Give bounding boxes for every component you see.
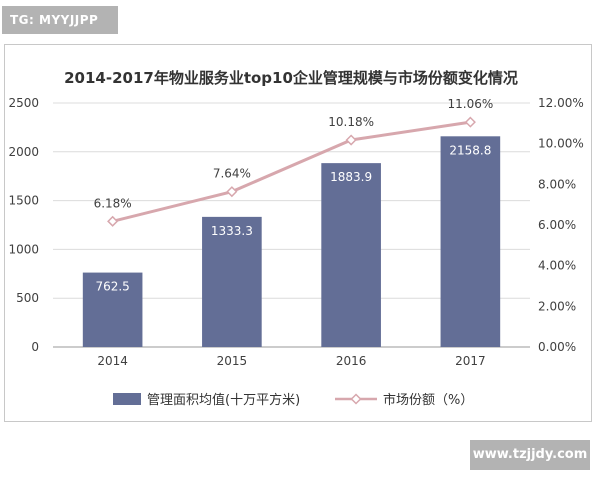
bar-value-label: 1333.3 [211, 224, 253, 238]
site-badge: www.tzjjdy.com [470, 440, 590, 470]
chart-frame: 762.5 1333.3 1883.9 2158.8 6.18% 7.64% 10.18% 1… [4, 44, 592, 422]
combo-chart: 762.5 1333.3 1883.9 2158.8 6.18% 7.64% 10.18% 1… [8, 69, 583, 408]
bar-value-label: 762.5 [95, 280, 129, 294]
bar-value-label: 1883.9 [330, 170, 372, 184]
y-left-tick-label: 500 [16, 291, 39, 305]
y-right-tick-label: 0.00% [538, 340, 576, 354]
line-marker [226, 186, 238, 198]
x-tick-label: 2015 [217, 354, 248, 368]
market-share-line [112, 120, 471, 223]
line-value-label: 10.18% [328, 115, 374, 129]
y-right-tick-label: 4.00% [538, 259, 576, 273]
chart-title: 2014-2017年物业服务业top10企业管理规模与市场份额变化情况 [64, 69, 518, 87]
y-left-tick-label: 0 [31, 340, 39, 354]
bar-2014 [82, 272, 143, 347]
y-left-tick-label: 1500 [8, 194, 39, 208]
legend-swatch-marker [350, 393, 362, 405]
bar-value-label: 2158.8 [449, 143, 491, 157]
x-tick-label: 2016 [336, 354, 367, 368]
y-right-tick-label: 2.00% [538, 299, 576, 313]
line-marker [107, 215, 119, 227]
watermark-tag: TG: MYYJJPP [2, 6, 118, 34]
legend-label-bar: 管理面积均值(十万平方米) [147, 392, 300, 408]
y-right-tick-label: 10.00% [538, 137, 584, 151]
x-tick-label: 2017 [455, 354, 486, 368]
line-value-label: 6.18% [94, 196, 132, 210]
legend-swatch-bar [113, 393, 141, 405]
y-right-tick-label: 12.00% [538, 96, 584, 110]
bar-2017 [440, 136, 501, 347]
y-left-tick-label: 2000 [8, 145, 39, 159]
bar-2016 [321, 163, 381, 347]
data-labels: 762.5 1333.3 1883.9 2158.8 6.18% 7.64% 10.18% 1… [94, 97, 494, 293]
bar-series [82, 136, 501, 347]
line-marker [464, 116, 476, 128]
line-value-label: 7.64% [213, 167, 251, 181]
bar-2015 [202, 216, 262, 347]
line-series [107, 116, 476, 227]
line-value-label: 11.06% [447, 97, 493, 111]
x-tick-label: 2014 [97, 354, 128, 368]
y-right-tick-label: 6.00% [538, 218, 576, 232]
y-right-tick-label: 8.00% [538, 177, 576, 191]
axes: 0 500 1000 1500 2000 2500 0.00% 2.00% 4.00% 6.00%… [8, 96, 583, 368]
legend-label-line: 市场份额（%） [383, 392, 473, 408]
legend: 管理面积均值(十万平方米) 市场份额（%） [113, 392, 473, 408]
y-left-tick-label: 2500 [8, 96, 39, 110]
y-left-tick-label: 1000 [8, 242, 39, 256]
line-marker [345, 134, 357, 146]
